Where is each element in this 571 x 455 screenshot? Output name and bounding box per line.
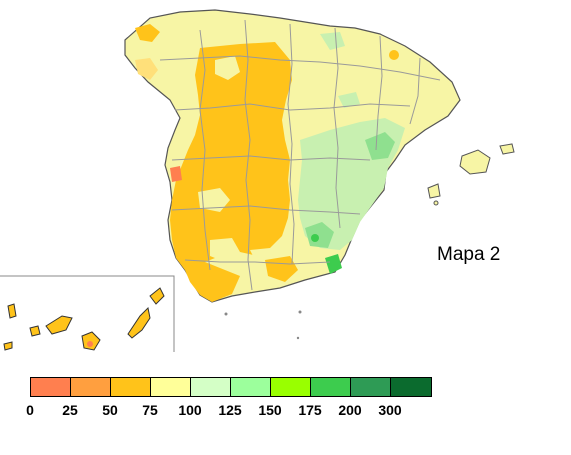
legend-label-100: 100 (178, 402, 202, 418)
legend-label-25: 25 (62, 402, 78, 418)
balearic-menorca (499, 143, 515, 155)
legend-swatch (31, 378, 71, 396)
legend-bar (30, 377, 432, 397)
legend-swatch (271, 378, 311, 396)
legend-label-175: 175 (298, 402, 322, 418)
orange-south-region (180, 258, 240, 302)
legend-swatch (151, 378, 191, 396)
green-north-patch (320, 32, 345, 50)
orange-south-patch (265, 256, 298, 282)
yellow-patch-1 (215, 56, 240, 80)
legend-label-200: 200 (338, 402, 362, 418)
canary-gc-red-spot (87, 341, 93, 347)
legend-swatch (71, 378, 111, 396)
ceuta-dot (224, 312, 228, 316)
legend-label-50: 50 (102, 402, 118, 418)
green-aragon-patch (338, 92, 360, 108)
map-title: Mapa 2 (437, 244, 501, 265)
province-borders (159, 19, 441, 291)
legend-labels: 0 25 50 75 100 125 150 175 200 300 (0, 402, 571, 422)
canary-la-gomera (29, 325, 41, 337)
green-murcia (305, 222, 334, 248)
legend-swatch (391, 378, 431, 396)
green-mid-valencia (365, 132, 395, 160)
canary-lanzarote (149, 287, 165, 305)
green-spot-murcia (311, 234, 319, 242)
legend-label-150: 150 (258, 402, 282, 418)
legend-swatch (111, 378, 151, 396)
melilla-dot (298, 310, 302, 314)
canary-tenerife (45, 315, 73, 335)
canary-gran-canaria (81, 331, 101, 351)
yellow-patch-3 (210, 238, 240, 262)
canary-el-hierro (3, 341, 13, 351)
legend-swatch (191, 378, 231, 396)
red-orange-spot (170, 166, 182, 182)
legend-label-125: 125 (218, 402, 242, 418)
balearic-ibiza (427, 183, 441, 199)
balearic-mallorca (459, 149, 491, 175)
canary-fuerteventura (127, 306, 151, 339)
green-almeria (325, 254, 342, 274)
islet-dot (296, 336, 300, 340)
canary-la-palma (7, 303, 17, 319)
orange-central-region (170, 42, 292, 275)
balearic-formentera (433, 200, 439, 206)
legend-swatch (231, 378, 271, 396)
galicia-patch (135, 24, 160, 42)
galicia-patch-2 (135, 58, 158, 80)
legend-label-75: 75 (142, 402, 158, 418)
orange-spot-ne (389, 50, 399, 60)
legend-swatch (311, 378, 351, 396)
legend-swatch (351, 378, 391, 396)
yellow-patch-2 (198, 188, 230, 212)
canary-inset-frame (0, 275, 175, 352)
legend-label-300: 300 (378, 402, 402, 418)
legend-label-0: 0 (26, 402, 34, 418)
